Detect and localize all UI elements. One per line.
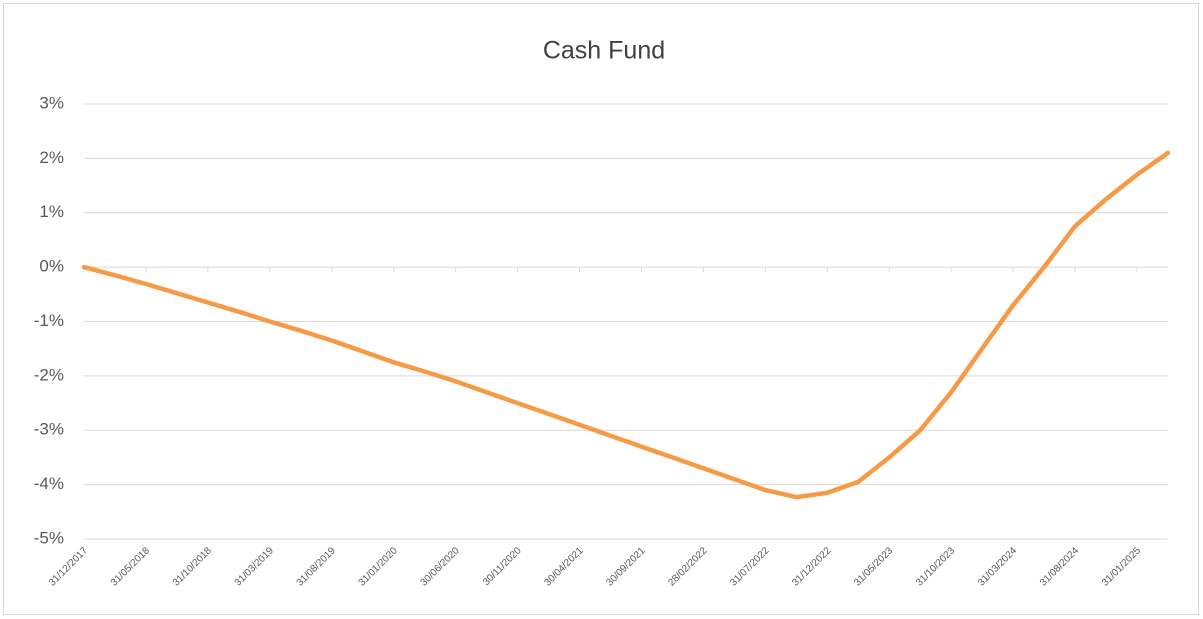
y-tick-label: -5% <box>34 528 64 547</box>
y-tick-label: -3% <box>34 420 64 439</box>
y-tick-label: 3% <box>39 93 64 112</box>
y-tick-label: -1% <box>34 311 64 330</box>
y-tick-label: 2% <box>39 148 64 167</box>
y-tick-label: 0% <box>39 257 64 276</box>
y-tick-label: -4% <box>34 474 64 493</box>
chart-border <box>3 3 1199 615</box>
chart-title: Cash Fund <box>543 37 665 65</box>
data-line <box>81 150 1171 500</box>
y-tick-label: -2% <box>34 365 64 384</box>
y-tick-label: 1% <box>39 202 64 221</box>
